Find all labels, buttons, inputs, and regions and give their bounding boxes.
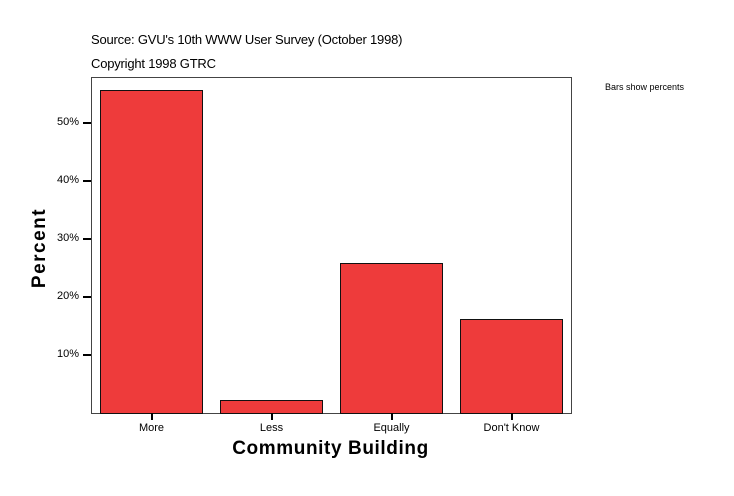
y-tick-label: 50% [56,116,79,128]
x-tick [390,413,393,420]
y-tick [83,354,91,356]
x-tick [150,413,153,420]
y-tick [83,122,91,124]
y-tick-label: 20% [56,290,79,302]
source-text: Source: GVU's 10th WWW User Survey (Octo… [91,32,403,47]
y-tick-label: 40% [56,174,79,186]
y-tick-label: 10% [56,348,79,360]
bar-equally [340,262,443,414]
bars-note: Bars show percents [605,82,685,92]
y-tick [83,180,91,182]
x-tick [510,413,513,420]
y-tick [83,238,91,240]
x-tick-label: Less [259,422,284,434]
bar-don-t-know [460,319,563,414]
y-axis-title: Percent [29,207,50,289]
bar-more [100,89,203,414]
y-tick [83,296,91,298]
bar-less [220,400,323,414]
copyright-text: Copyright 1998 GTRC [91,56,216,71]
x-tick [270,413,273,420]
x-axis-title: Community Building [232,438,429,459]
x-tick-label: Don't Know [483,422,540,434]
y-tick-label: 30% [56,232,79,244]
x-tick-label: More [138,422,165,434]
x-tick-label: Equally [373,422,410,434]
plot-frame [91,77,572,414]
